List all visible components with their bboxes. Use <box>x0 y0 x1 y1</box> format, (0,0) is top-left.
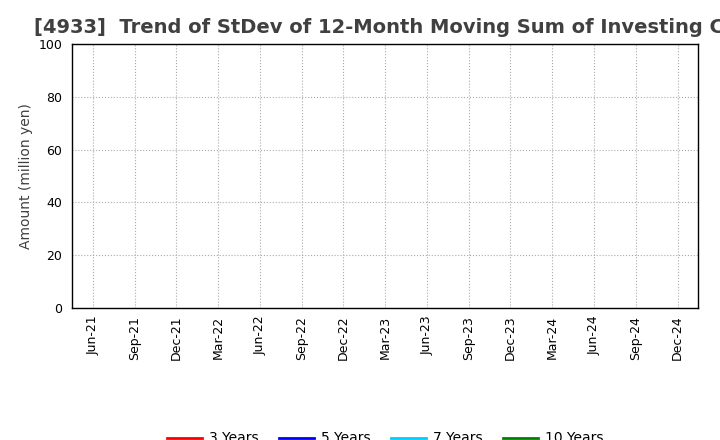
Title: [4933]  Trend of StDev of 12-Month Moving Sum of Investing CF: [4933] Trend of StDev of 12-Month Moving… <box>34 18 720 37</box>
Legend: 3 Years, 5 Years, 7 Years, 10 Years: 3 Years, 5 Years, 7 Years, 10 Years <box>161 426 609 440</box>
Y-axis label: Amount (million yen): Amount (million yen) <box>19 103 33 249</box>
